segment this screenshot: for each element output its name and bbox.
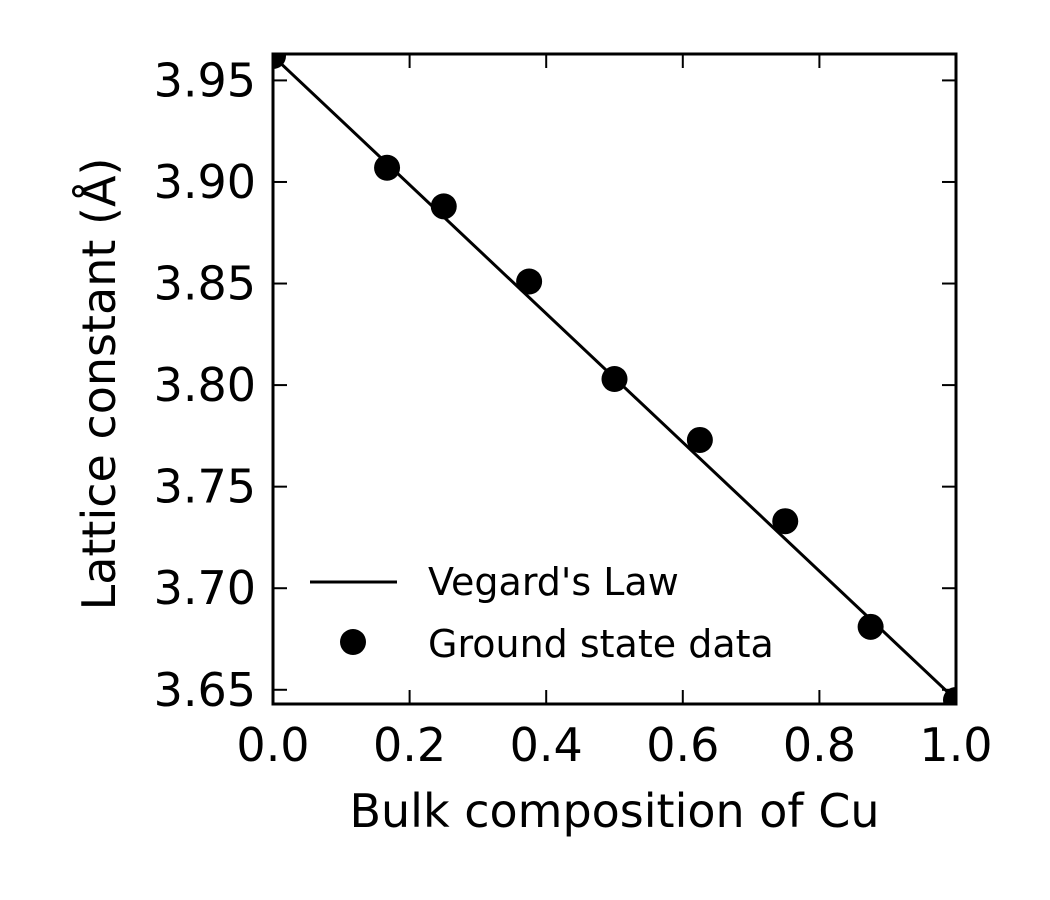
y-axis-title: Lattice constant (Å) bbox=[72, 158, 126, 611]
y-tick-label: 3.75 bbox=[154, 460, 256, 514]
data-point bbox=[374, 154, 401, 181]
x-axis-title: Bulk composition of Cu bbox=[349, 784, 879, 838]
plot-area bbox=[273, 54, 956, 704]
data-point bbox=[686, 426, 713, 453]
plot-frame bbox=[271, 52, 958, 706]
data-point bbox=[943, 686, 956, 704]
y-tick-label: 3.90 bbox=[154, 155, 256, 209]
x-tick-label: 0.0 bbox=[236, 718, 309, 772]
legend-marker-swatch bbox=[340, 629, 366, 655]
y-tick-label: 3.70 bbox=[154, 561, 256, 615]
data-point bbox=[273, 54, 286, 70]
y-tick-label: 3.80 bbox=[154, 358, 256, 412]
y-tick-label: 3.85 bbox=[154, 257, 256, 311]
y-tick-label: 3.95 bbox=[154, 53, 256, 107]
legend-label-ground-state-data: Ground state data bbox=[428, 622, 774, 666]
y-tick-label: 3.65 bbox=[154, 663, 256, 717]
x-tick-label: 0.8 bbox=[783, 718, 856, 772]
data-point bbox=[857, 613, 884, 640]
data-point bbox=[772, 508, 799, 535]
data-point bbox=[430, 193, 457, 220]
x-tick-label: 0.6 bbox=[646, 718, 719, 772]
data-point bbox=[516, 268, 543, 295]
data-point bbox=[601, 366, 628, 392]
x-tick-label: 0.2 bbox=[373, 718, 446, 772]
x-tick-label: 1.0 bbox=[919, 718, 992, 772]
legend-label-vegards-law: Vegard's Law bbox=[428, 560, 679, 604]
x-tick-label: 0.4 bbox=[510, 718, 583, 772]
legend: Vegard's Law Ground state data bbox=[310, 560, 774, 666]
